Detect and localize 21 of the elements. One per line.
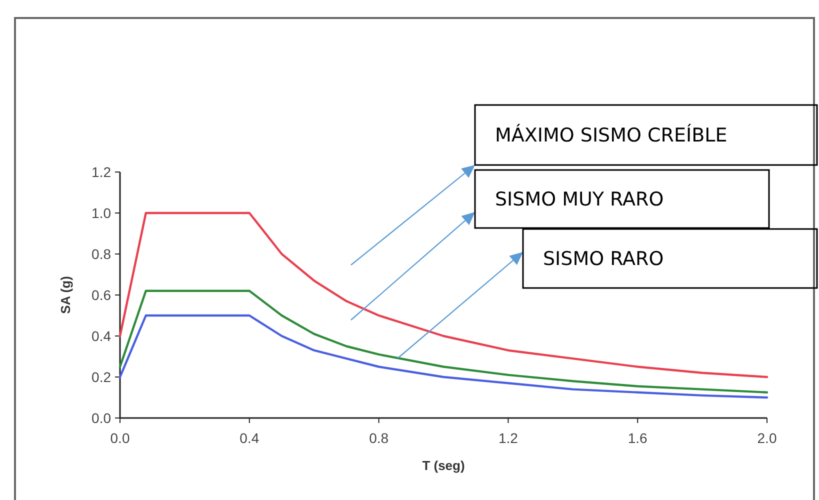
- annotation: SISMO RARO: [543, 248, 664, 270]
- y-tick-label: 0.2: [92, 368, 112, 385]
- y-tick-label: 0.0: [92, 410, 112, 426]
- x-tick-label: 1.2: [498, 430, 518, 446]
- y-tick-label: 0.4: [92, 328, 112, 344]
- x-axis-title: T (seg): [422, 458, 465, 473]
- line-series: [118, 314, 768, 399]
- x-tick-label: 2.0: [757, 430, 777, 446]
- annotation: SISMO MUY RARO: [495, 188, 664, 211]
- x-tick-label: 1.6: [628, 430, 648, 446]
- y-tick-label: 0.6: [92, 286, 112, 303]
- y-axis-title: SA (g): [58, 276, 73, 314]
- x-tick-label: 0.4: [240, 430, 260, 446]
- y-tick-label: 0.8: [92, 246, 112, 262]
- line-series: [118, 290, 768, 394]
- text: MÁXIMO SISMO CREÍBLE: [495, 124, 728, 147]
- y-tick-label: 1.2: [92, 164, 112, 180]
- y-tick-label: 1.0: [92, 204, 112, 221]
- x-tick-label: 0.8: [369, 430, 389, 446]
- line-series: [118, 212, 768, 378]
- x-tick-label: 0.0: [110, 430, 130, 446]
